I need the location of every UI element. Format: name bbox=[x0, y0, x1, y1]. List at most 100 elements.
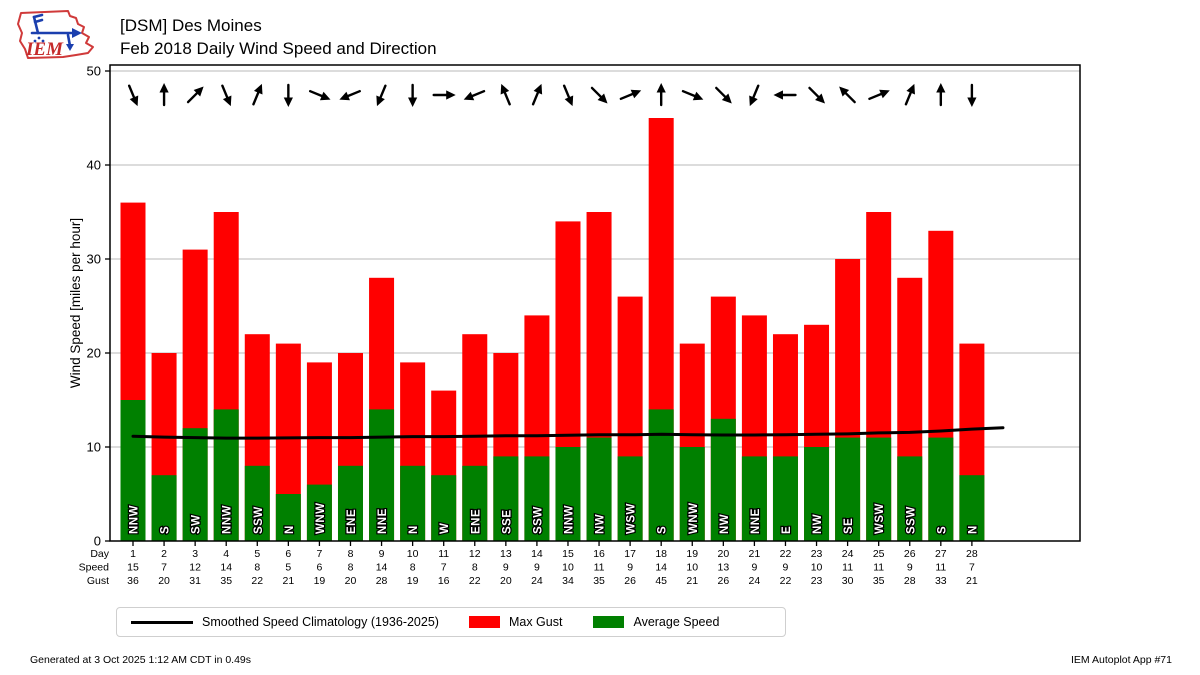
wind-direction-arrow-day-16 bbox=[590, 86, 608, 104]
gust-value-day-27: 33 bbox=[935, 575, 947, 587]
wind-direction-arrow-day-6 bbox=[283, 83, 293, 107]
direction-label-day-17: WSW bbox=[626, 503, 638, 534]
wind-direction-arrow-day-22 bbox=[773, 90, 797, 100]
speed-value-day-18: 14 bbox=[655, 562, 667, 574]
wind-direction-arrow-day-27 bbox=[936, 83, 946, 107]
wind-direction-arrow-day-14 bbox=[531, 83, 543, 106]
y-axis-label: Wind Speed [miles per hour] bbox=[68, 218, 83, 388]
ytick-label-40: 40 bbox=[87, 158, 101, 173]
speed-value-day-22: 9 bbox=[783, 562, 789, 574]
day-value-day-19: 19 bbox=[686, 548, 698, 560]
bar-avg-speed-day-17 bbox=[617, 456, 643, 541]
gust-value-day-23: 23 bbox=[811, 575, 823, 587]
direction-label-day-5: SSW bbox=[253, 506, 265, 534]
speed-value-day-5: 8 bbox=[254, 562, 260, 574]
bar-avg-speed-day-23 bbox=[804, 447, 830, 541]
speed-value-day-13: 9 bbox=[503, 562, 509, 574]
gust-value-day-15: 34 bbox=[562, 575, 574, 587]
wind-direction-arrow-day-4 bbox=[221, 84, 232, 107]
wind-direction-arrow-day-3 bbox=[186, 86, 204, 104]
legend-max-gust-swatch bbox=[468, 616, 500, 628]
day-value-day-16: 16 bbox=[593, 548, 605, 560]
speed-value-day-24: 11 bbox=[842, 562, 853, 574]
direction-label-day-24: SE bbox=[843, 518, 855, 534]
bar-avg-speed-day-24 bbox=[835, 437, 861, 541]
bar-avg-speed-day-22 bbox=[772, 456, 798, 541]
wind-direction-arrow-day-11 bbox=[432, 90, 456, 100]
chart-legend: Smoothed Speed Climatology (1936-2025) M… bbox=[116, 607, 786, 637]
legend-climatology-label: Smoothed Speed Climatology (1936-2025) bbox=[202, 615, 439, 629]
gust-value-day-24: 30 bbox=[842, 575, 854, 587]
day-value-day-20: 20 bbox=[717, 548, 729, 560]
wind-direction-arrow-day-18 bbox=[656, 83, 666, 107]
legend-climatology-line-sample bbox=[131, 620, 193, 624]
speed-value-day-6: 5 bbox=[285, 562, 291, 574]
bar-avg-speed-day-16 bbox=[586, 437, 612, 541]
bar-avg-speed-day-13 bbox=[493, 456, 519, 541]
direction-label-day-20: NW bbox=[719, 514, 731, 534]
bar-avg-speed-day-7 bbox=[306, 484, 332, 541]
direction-label-day-12: ENE bbox=[470, 509, 482, 534]
gust-value-day-11: 16 bbox=[438, 575, 450, 587]
wind-direction-arrow-day-21 bbox=[749, 84, 760, 107]
wind-direction-arrow-day-5 bbox=[252, 83, 263, 106]
speed-value-day-16: 11 bbox=[594, 562, 605, 574]
gust-value-day-12: 22 bbox=[469, 575, 481, 587]
speed-value-day-3: 12 bbox=[189, 562, 201, 574]
speed-value-day-12: 8 bbox=[472, 562, 478, 574]
gust-value-day-1: 36 bbox=[127, 575, 139, 587]
direction-label-day-1: NNW bbox=[129, 505, 141, 534]
wind-direction-arrow-day-24 bbox=[839, 86, 856, 104]
row-label-day: Day bbox=[90, 548, 109, 560]
speed-value-day-20: 13 bbox=[717, 562, 729, 574]
bar-avg-speed-day-28 bbox=[959, 475, 985, 541]
wind-direction-arrow-day-9 bbox=[376, 84, 387, 107]
speed-value-day-4: 14 bbox=[220, 562, 232, 574]
direction-label-day-18: S bbox=[657, 526, 669, 534]
bar-avg-speed-day-12 bbox=[462, 465, 488, 541]
day-value-day-5: 5 bbox=[254, 548, 260, 560]
direction-label-day-6: N bbox=[284, 525, 296, 534]
day-value-day-12: 12 bbox=[469, 548, 481, 560]
bar-avg-speed-day-21 bbox=[741, 456, 767, 541]
day-value-day-1: 1 bbox=[130, 548, 136, 560]
direction-label-day-22: E bbox=[781, 526, 793, 534]
speed-value-day-25: 11 bbox=[873, 562, 884, 574]
gust-value-day-14: 24 bbox=[531, 575, 543, 587]
gust-value-day-21: 24 bbox=[749, 575, 761, 587]
legend-average-speed-swatch bbox=[593, 616, 625, 628]
gust-value-day-10: 19 bbox=[407, 575, 419, 587]
wind-direction-arrow-day-26 bbox=[904, 83, 915, 106]
direction-label-day-23: NW bbox=[812, 514, 824, 534]
speed-value-day-27: 11 bbox=[935, 562, 946, 574]
gust-value-day-28: 21 bbox=[966, 575, 978, 587]
wind-vane-icon bbox=[30, 13, 82, 51]
bar-avg-speed-day-4 bbox=[213, 409, 239, 541]
wind-direction-arrow-day-13 bbox=[500, 83, 511, 106]
direction-label-day-26: SSW bbox=[905, 506, 917, 534]
day-value-day-11: 11 bbox=[438, 548, 449, 560]
gust-value-day-19: 21 bbox=[686, 575, 698, 587]
gust-value-day-17: 26 bbox=[624, 575, 636, 587]
wind-direction-arrow-day-8 bbox=[339, 89, 361, 101]
bar-avg-speed-day-6 bbox=[275, 494, 301, 541]
bar-avg-speed-day-11 bbox=[431, 475, 457, 541]
wind-direction-arrow-day-20 bbox=[715, 86, 732, 104]
bar-avg-speed-day-15 bbox=[555, 447, 581, 541]
climatology-line bbox=[131, 426, 1005, 440]
bar-avg-speed-day-18 bbox=[648, 409, 674, 541]
direction-label-day-19: WNW bbox=[688, 502, 700, 534]
direction-label-day-27: S bbox=[936, 526, 948, 534]
speed-value-day-7: 6 bbox=[316, 562, 322, 574]
direction-label-day-8: ENE bbox=[346, 509, 358, 534]
day-value-day-27: 27 bbox=[935, 548, 947, 560]
gust-value-day-5: 22 bbox=[251, 575, 263, 587]
bar-avg-speed-day-27 bbox=[928, 437, 954, 541]
gust-value-day-13: 20 bbox=[500, 575, 512, 587]
ytick-label-50: 50 bbox=[87, 64, 101, 79]
day-value-day-10: 10 bbox=[407, 548, 419, 560]
day-value-day-26: 26 bbox=[904, 548, 916, 560]
wind-direction-arrow-day-12 bbox=[463, 89, 486, 101]
wind-speed-chart: NNW S SW NNW SSW N WNW ENE NNE N W ENE SSE SSW NNW NW WS… bbox=[68, 64, 1081, 587]
day-value-day-28: 28 bbox=[966, 548, 978, 560]
